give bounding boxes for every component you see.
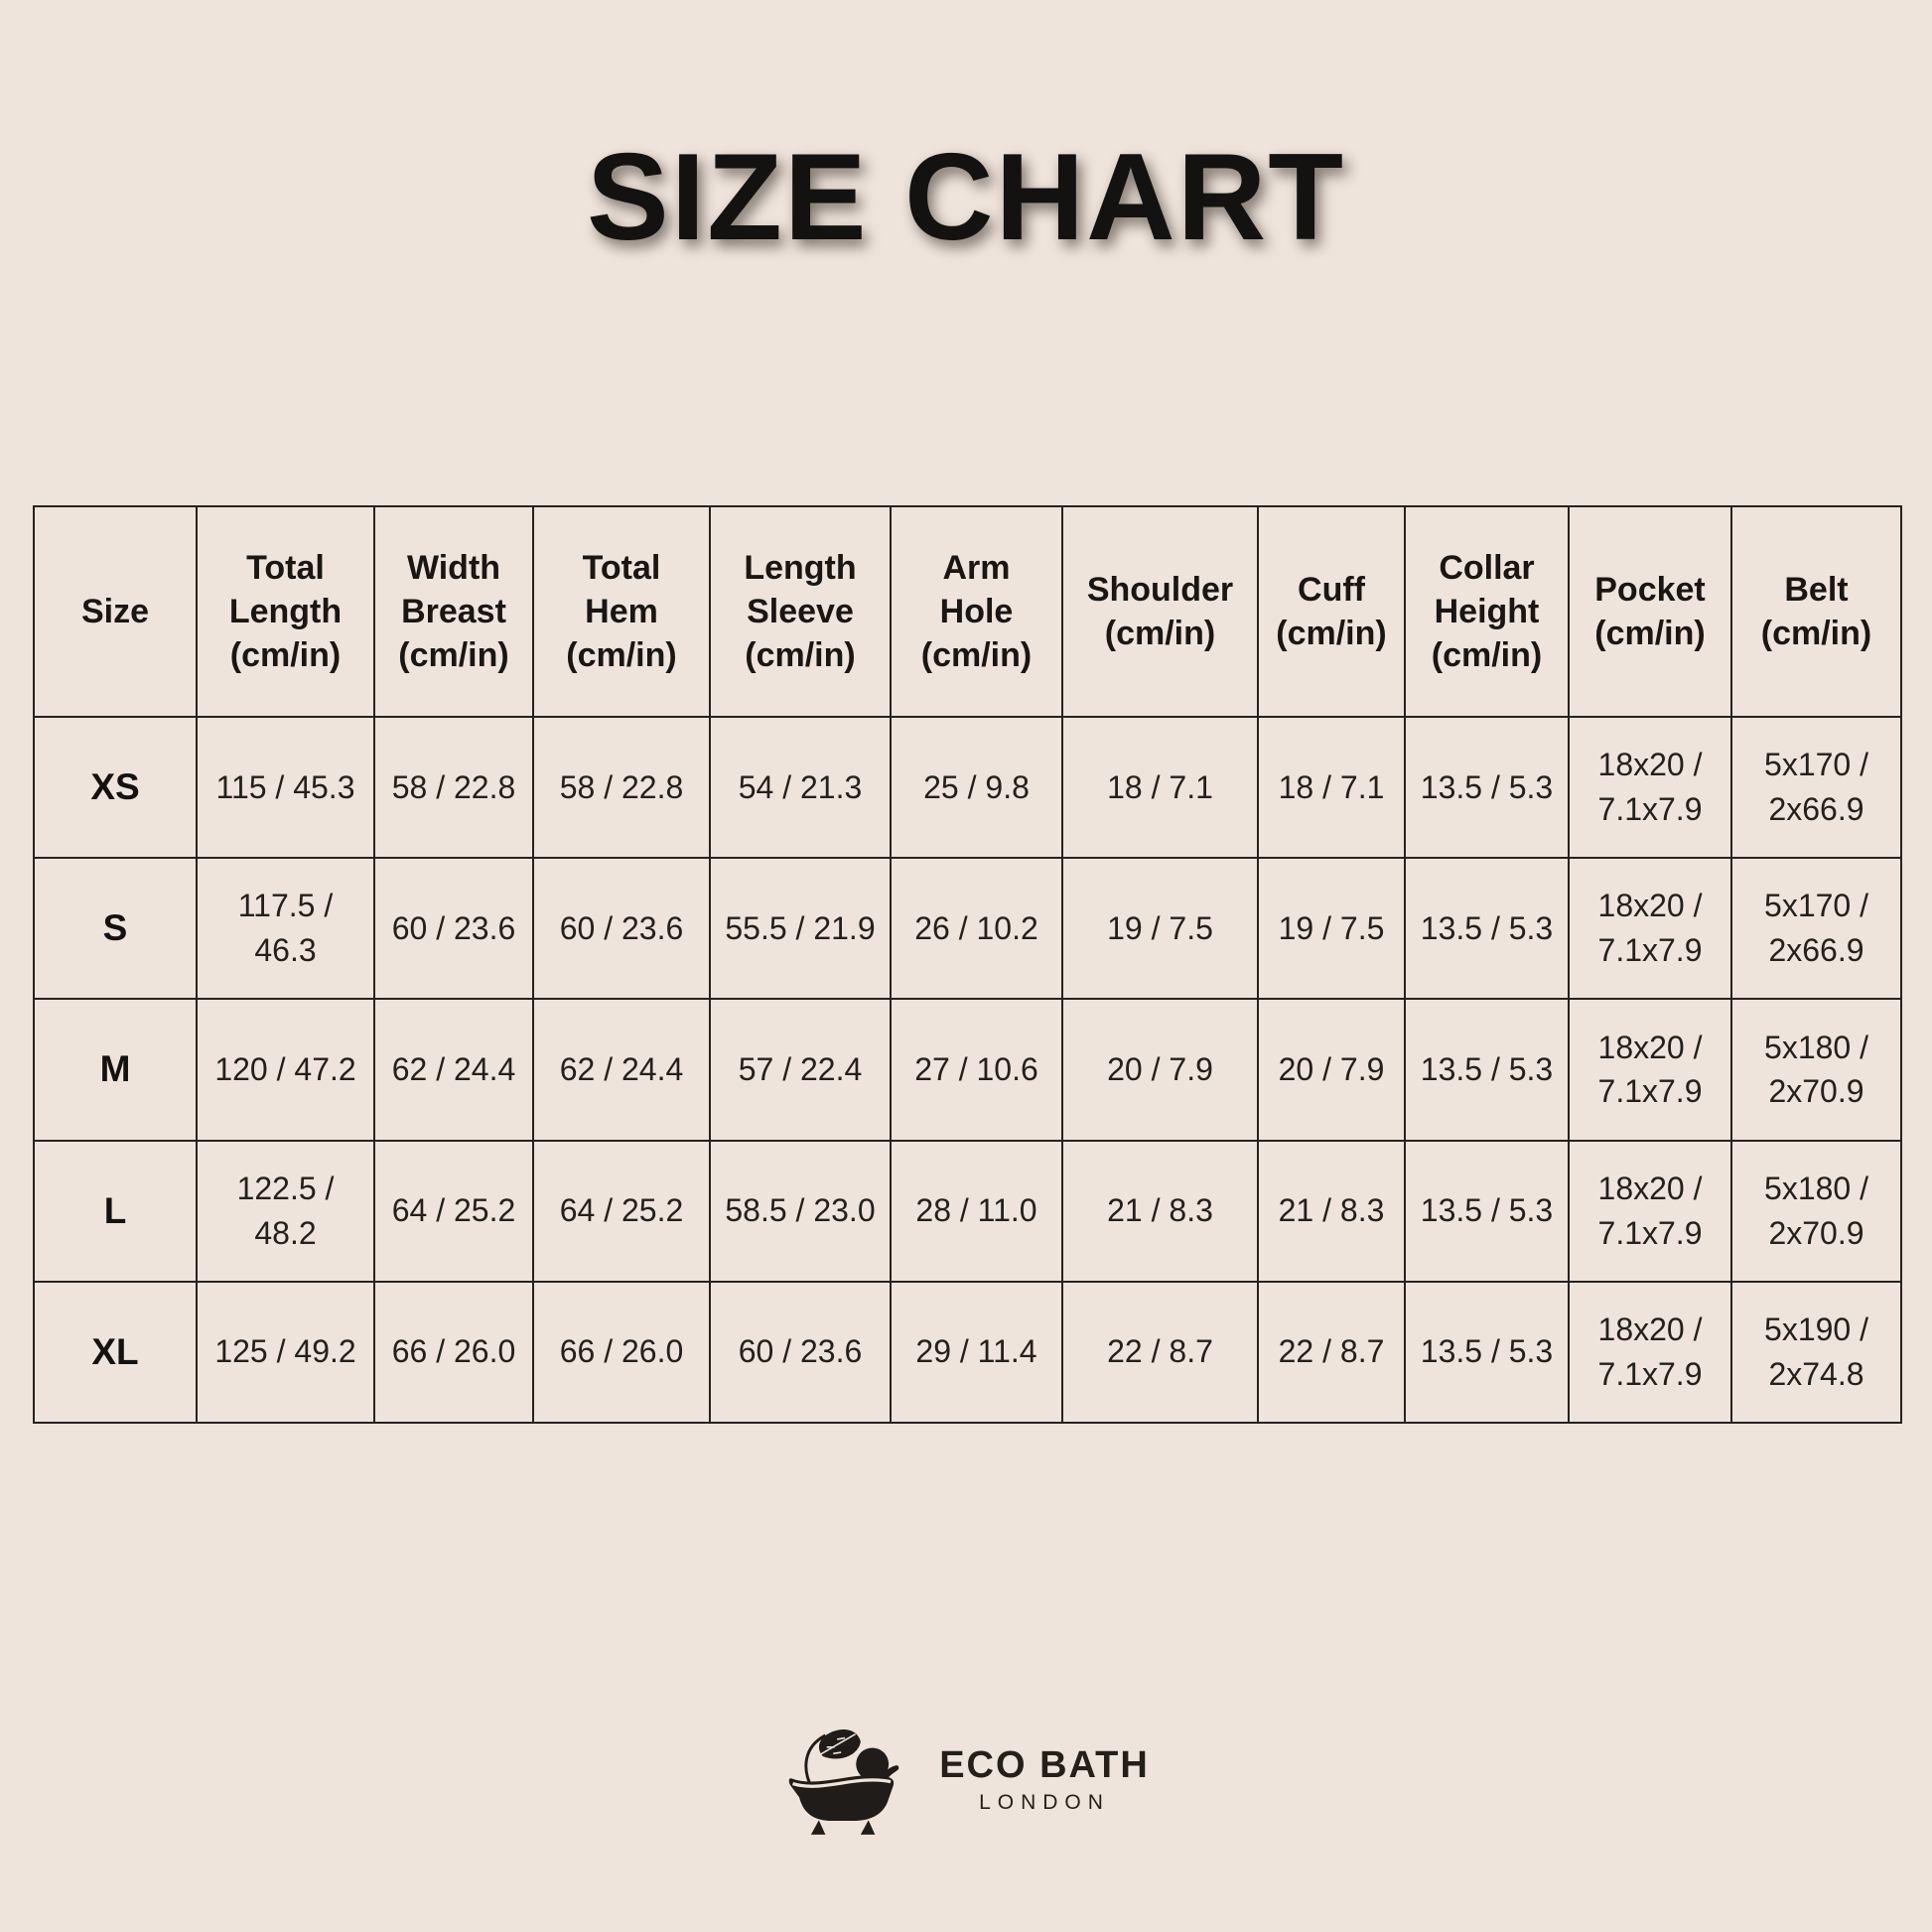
measurement-cell: 115 / 45.3 <box>196 715 375 860</box>
size-label: S <box>33 857 198 1001</box>
measurement-cell: 28 / 11.0 <box>890 1139 1063 1283</box>
measurement-cell: 20 / 7.9 <box>1257 998 1406 1142</box>
measurement-cell: 18x20 / 7.1x7.9 <box>1568 715 1732 860</box>
measurement-cell: 122.5 / 48.2 <box>196 1139 375 1283</box>
measurement-cell: 18x20 / 7.1x7.9 <box>1568 998 1732 1142</box>
size-label: L <box>33 1139 198 1283</box>
column-header-shoulder-cm-in: Shoulder (cm/in) <box>1061 505 1259 718</box>
measurement-cell: 58 / 22.8 <box>373 715 534 860</box>
measurement-cell: 5x170 / 2x66.9 <box>1730 857 1902 1001</box>
measurement-cell: 13.5 / 5.3 <box>1404 857 1570 1001</box>
column-header-pocket-cm-in: Pocket (cm/in) <box>1568 505 1732 718</box>
table-row-xl: XL 125 / 49.2 66 / 26.0 66 / 26.0 60 / 23.6 2… <box>33 1280 1902 1425</box>
measurement-cell: 20 / 7.9 <box>1061 998 1259 1142</box>
measurement-cell: 18x20 / 7.1x7.9 <box>1568 857 1732 1001</box>
table-row-xs: XS 115 / 45.3 58 / 22.8 58 / 22.8 54 / 21.3 2… <box>33 715 1902 860</box>
measurement-cell: 18 / 7.1 <box>1257 715 1406 860</box>
measurement-cell: 62 / 24.4 <box>532 998 711 1142</box>
measurement-cell: 22 / 8.7 <box>1061 1280 1259 1425</box>
size-chart-table: Size Total Length (cm/in) Width Breast (cm/in)… <box>33 505 1902 1425</box>
measurement-cell: 13.5 / 5.3 <box>1404 998 1570 1142</box>
column-header-width-breast-cm-in: Width Breast (cm/in) <box>373 505 534 718</box>
measurement-cell: 64 / 25.2 <box>532 1139 711 1283</box>
measurement-cell: 60 / 23.6 <box>373 857 534 1001</box>
measurement-cell: 13.5 / 5.3 <box>1404 1280 1570 1425</box>
measurement-cell: 117.5 / 46.3 <box>196 857 375 1001</box>
brand-city: LONDON <box>979 1790 1110 1814</box>
brand-text: ECO BATH LONDON <box>939 1744 1150 1815</box>
measurement-cell: 25 / 9.8 <box>890 715 1063 860</box>
column-header-belt-cm-in: Belt (cm/in) <box>1730 505 1902 718</box>
measurement-cell: 60 / 23.6 <box>709 1280 892 1425</box>
measurement-cell: 29 / 11.4 <box>890 1280 1063 1425</box>
measurement-cell: 58 / 22.8 <box>532 715 711 860</box>
measurement-cell: 18 / 7.1 <box>1061 715 1259 860</box>
table-row-s: S 117.5 / 46.3 60 / 23.6 60 / 23.6 55.5 / 21… <box>33 857 1902 1001</box>
column-header-total-hem-cm-in: Total Hem (cm/in) <box>532 505 711 718</box>
table-row-m: M 120 / 47.2 62 / 24.4 62 / 24.4 57 / 22.4 27… <box>33 998 1902 1142</box>
column-header-cuff-cm-in: Cuff (cm/in) <box>1257 505 1406 718</box>
brand-logo: ECO BATH LONDON <box>0 1716 1932 1843</box>
measurement-cell: 5x190 / 2x74.8 <box>1730 1280 1902 1425</box>
measurement-cell: 18x20 / 7.1x7.9 <box>1568 1139 1732 1283</box>
measurement-cell: 64 / 25.2 <box>373 1139 534 1283</box>
measurement-cell: 66 / 26.0 <box>373 1280 534 1425</box>
measurement-cell: 62 / 24.4 <box>373 998 534 1142</box>
measurement-cell: 66 / 26.0 <box>532 1280 711 1425</box>
measurement-cell: 21 / 8.3 <box>1257 1139 1406 1283</box>
measurement-cell: 54 / 21.3 <box>709 715 892 860</box>
column-header-length-sleeve-cm-in: Length Sleeve (cm/in) <box>709 505 892 718</box>
measurement-cell: 19 / 7.5 <box>1061 857 1259 1001</box>
table-header-row: Size Total Length (cm/in) Width Breast (cm/in)… <box>33 505 1902 718</box>
measurement-cell: 120 / 47.2 <box>196 998 375 1142</box>
measurement-cell: 13.5 / 5.3 <box>1404 715 1570 860</box>
measurement-cell: 55.5 / 21.9 <box>709 857 892 1001</box>
size-label: XS <box>33 715 198 860</box>
measurement-cell: 125 / 49.2 <box>196 1280 375 1425</box>
measurement-cell: 5x180 / 2x70.9 <box>1730 1139 1902 1283</box>
size-label: XL <box>33 1280 198 1425</box>
bathtub-leaf-icon <box>788 1728 899 1835</box>
column-header-total-length-cm-in: Total Length (cm/in) <box>196 505 375 718</box>
measurement-cell: 21 / 8.3 <box>1061 1139 1259 1283</box>
measurement-cell: 26 / 10.2 <box>890 857 1063 1001</box>
measurement-cell: 57 / 22.4 <box>709 998 892 1142</box>
measurement-cell: 58.5 / 23.0 <box>709 1139 892 1283</box>
measurement-cell: 27 / 10.6 <box>890 998 1063 1142</box>
measurement-cell: 60 / 23.6 <box>532 857 711 1001</box>
measurement-cell: 19 / 7.5 <box>1257 857 1406 1001</box>
measurement-cell: 5x180 / 2x70.9 <box>1730 998 1902 1142</box>
table-row-l: L 122.5 / 48.2 64 / 25.2 64 / 25.2 58.5 / 23… <box>33 1139 1902 1283</box>
measurement-cell: 13.5 / 5.3 <box>1404 1139 1570 1283</box>
size-label: M <box>33 998 198 1142</box>
brand-name: ECO BATH <box>939 1743 1150 1786</box>
page-title: SIZE CHART <box>587 129 1345 266</box>
column-header-size: Size <box>33 505 198 718</box>
measurement-cell: 18x20 / 7.1x7.9 <box>1568 1280 1732 1425</box>
measurement-cell: 5x170 / 2x66.9 <box>1730 715 1902 860</box>
measurement-cell: 22 / 8.7 <box>1257 1280 1406 1425</box>
column-header-collar-height-cm-in: Collar Height (cm/in) <box>1404 505 1570 718</box>
column-header-arm-hole-cm-in: Arm Hole (cm/in) <box>890 505 1063 718</box>
